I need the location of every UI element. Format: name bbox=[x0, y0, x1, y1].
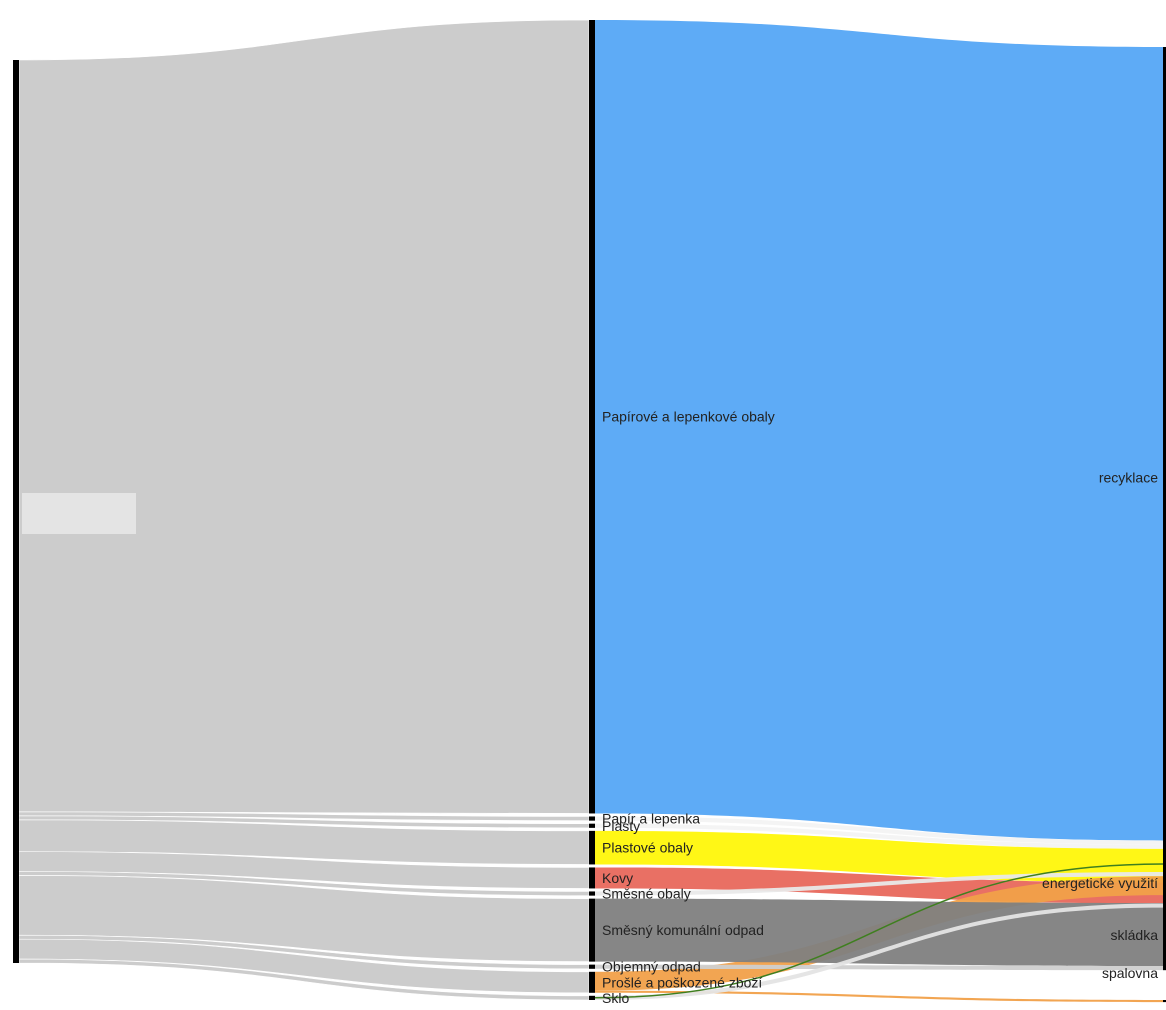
link-plastove-obaly-to-recyklace bbox=[595, 830, 1163, 883]
label-kovy: Kovy bbox=[602, 870, 633, 886]
label-sklo: Sklo bbox=[602, 990, 629, 1006]
label-energeticke-vyuziti: energetické využití bbox=[1042, 875, 1158, 891]
node-spalovna bbox=[1163, 1000, 1166, 1003]
link-papirove-a-lepenkove-obaly-to-recyklace bbox=[595, 20, 1163, 841]
label-plasty: Plasty bbox=[602, 818, 640, 834]
node-kovy bbox=[589, 867, 595, 889]
label-recyklace: recyklace bbox=[1099, 469, 1158, 485]
link-source-to-smesne-obaly bbox=[18, 871, 590, 896]
label-spalovna: spalovna bbox=[1102, 965, 1158, 981]
label-prosle-a-poskozene-zbozi: Prošlé a poškozené zboží bbox=[602, 974, 762, 990]
node-prosle-a-poskozene-zbozi bbox=[589, 971, 595, 993]
node-plasty bbox=[589, 823, 595, 828]
node-papirove-a-lepenkove-obaly bbox=[589, 20, 595, 814]
node-papir-a-lepenka bbox=[589, 816, 595, 821]
node-recyklace bbox=[1163, 47, 1166, 908]
nodes bbox=[13, 20, 1166, 1003]
label-plastove-obaly: Plastové obaly bbox=[602, 840, 693, 856]
node-sklo bbox=[589, 995, 595, 1000]
target-links bbox=[594, 20, 1164, 1003]
node-objemny-odpad bbox=[589, 964, 595, 969]
labels: Papírové a lepenkové obaly Papír a lepenk… bbox=[602, 409, 1158, 1006]
link-plasty-to-recyklace bbox=[595, 823, 1163, 849]
link-objemny-odpad-to-skladka bbox=[595, 964, 1163, 971]
link-prosle-a-poskozene-zbozi-to-spalovna bbox=[595, 990, 1163, 1003]
node-energeticke-vyuziti bbox=[1163, 872, 1166, 896]
link-source-to-kovy bbox=[18, 851, 590, 889]
label-papir-a-lepenka: Papír a lepenka bbox=[602, 811, 700, 827]
node-smesny-komunalni-odpad bbox=[589, 898, 595, 962]
node-smesne-obaly bbox=[589, 891, 595, 896]
source-links bbox=[18, 19, 590, 1001]
label-skladka: skládka bbox=[1111, 927, 1159, 943]
node-plastove-obaly bbox=[589, 830, 595, 865]
node-source bbox=[13, 60, 19, 963]
link-source-to-papirove-a-lepenkove-obaly bbox=[18, 19, 590, 814]
link-source-to-objemny-odpad bbox=[18, 934, 590, 970]
label-smesny-komunalni-odpad: Směsný komunální odpad bbox=[602, 922, 764, 938]
label-smesne-obaly: Směsné obaly bbox=[602, 886, 691, 902]
label-objemny-odpad: Objemný odpad bbox=[602, 959, 701, 975]
label-papirove-a-lepenkove-obaly: Papírové a lepenkové obaly bbox=[602, 409, 775, 425]
source-label-box bbox=[22, 493, 136, 534]
link-sklo-to-energeticke-vyuziti-line bbox=[594, 863, 1164, 999]
node-skladka bbox=[1163, 903, 1166, 971]
link-source-to-prosle-a-poskozene-zbozi bbox=[18, 938, 590, 994]
link-papir-a-lepenka-to-recyklace bbox=[595, 816, 1163, 845]
link-sklo-to-recyklace bbox=[595, 903, 1163, 1000]
